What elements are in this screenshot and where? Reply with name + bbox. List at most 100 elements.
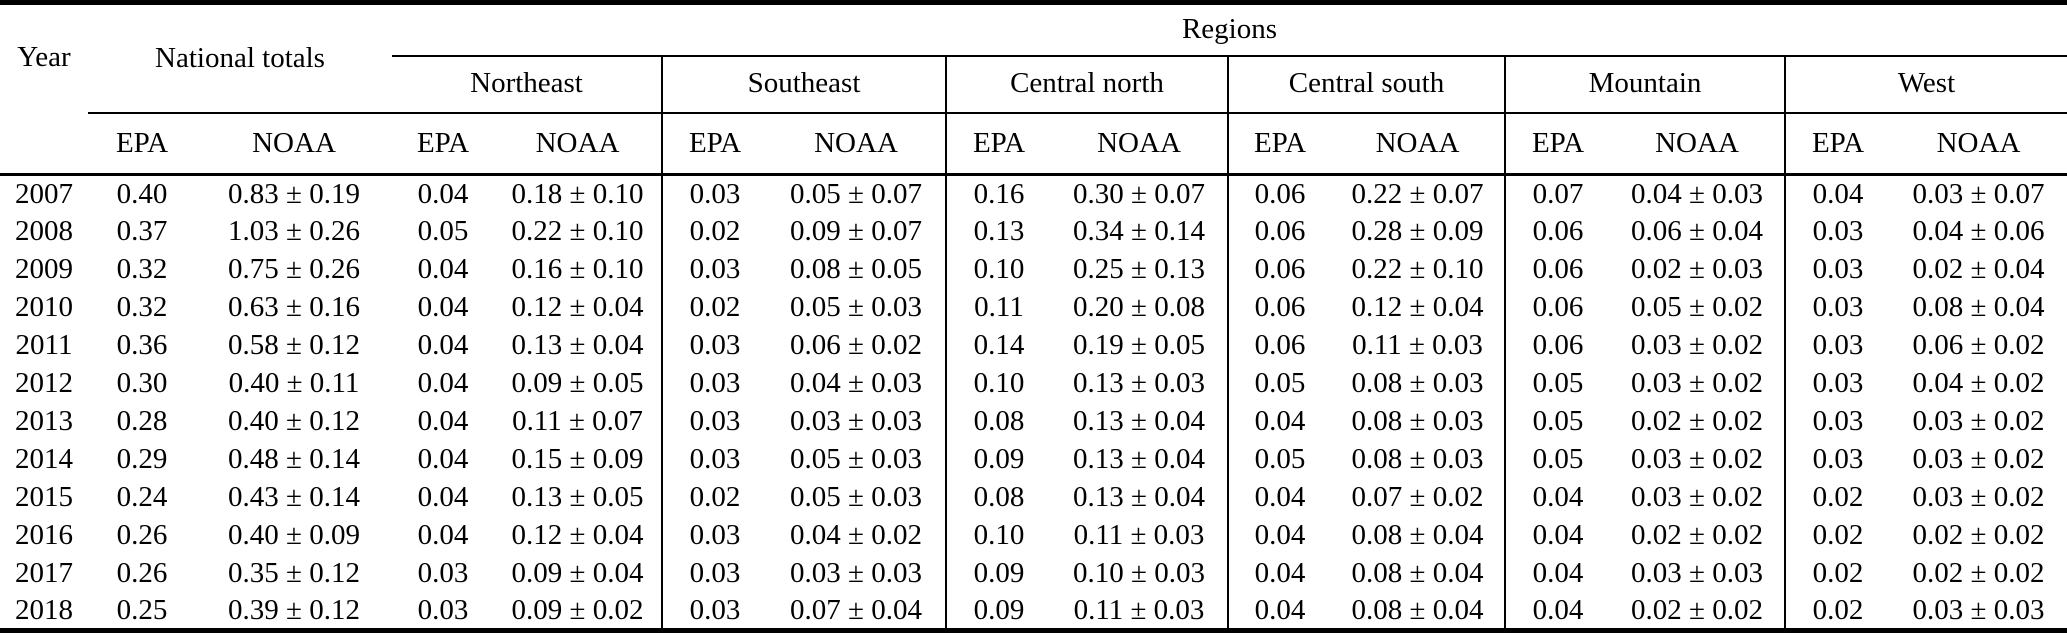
noaa-value-cell: 0.08 ± 0.03	[1351, 366, 1484, 399]
epa-value-cell: 0.30	[116, 366, 168, 399]
year-cell: 2016	[15, 518, 73, 551]
noaa-value-cell: 0.09 ± 0.04	[511, 556, 644, 589]
noaa-value-cell: 0.05 ± 0.03	[790, 290, 922, 323]
noaa-value-cell: 0.03 ± 0.02	[1631, 366, 1763, 399]
epa-value-cell: 0.03	[1784, 326, 1890, 365]
epa-value-cell: 0.02	[1784, 478, 1890, 517]
epa-value-cell: 0.36	[116, 328, 168, 361]
epa-value-cell: 0.07	[1504, 174, 1610, 213]
epa-value-cell: 0.04	[417, 480, 469, 513]
epa-value-cell: 0.04	[417, 328, 469, 361]
epa-value-cell: 0.04	[1227, 402, 1331, 441]
noaa-value-cell: 0.13 ± 0.04	[1073, 442, 1205, 475]
epa-value-cell: 0.08	[945, 402, 1051, 441]
noaa-value-cell: 0.02 ± 0.02	[1631, 593, 1763, 626]
epa-value-cell: 0.02	[661, 478, 767, 517]
noaa-value-cell: 0.11 ± 0.07	[512, 404, 643, 437]
noaa-value-cell: 0.58 ± 0.12	[228, 328, 360, 361]
noaa-value-cell: 0.35 ± 0.12	[228, 556, 360, 589]
source-header-epa: EPA	[88, 112, 196, 176]
noaa-value-cell: 0.03 ± 0.03	[790, 404, 922, 437]
epa-value-cell: 0.03	[417, 593, 469, 626]
table-row: 2008 0.37 1.03 ± 0.26 0.05 0.22 ± 0.10 0.02 0.…	[0, 212, 2067, 251]
noaa-value-cell: 0.09 ± 0.02	[511, 593, 644, 626]
epa-value-cell: 0.02	[1784, 592, 1890, 631]
epa-value-cell: 0.05	[1504, 402, 1610, 441]
noaa-value-cell: 0.04 ± 0.03	[1631, 177, 1763, 210]
noaa-value-cell: 0.16 ± 0.10	[511, 252, 644, 285]
epa-value-cell: 0.04	[417, 252, 469, 285]
year-cell: 2013	[15, 404, 73, 437]
noaa-value-cell: 0.02 ± 0.02	[1912, 518, 2045, 551]
epa-value-cell: 0.03	[1784, 250, 1890, 289]
epa-value-cell: 0.03	[661, 174, 767, 213]
noaa-value-cell: 0.08 ± 0.05	[790, 252, 922, 285]
noaa-value-cell: 0.11 ± 0.03	[1352, 328, 1483, 361]
table-row: 2014 0.29 0.48 ± 0.14 0.04 0.15 ± 0.09 0.03 0.…	[0, 440, 2067, 479]
epa-value-cell: 0.06	[1227, 212, 1331, 251]
noaa-value-cell: 0.08 ± 0.04	[1351, 556, 1484, 589]
noaa-value-cell: 0.04 ± 0.02	[1912, 366, 2045, 399]
epa-value-cell: 0.13	[945, 212, 1051, 251]
source-header-epa: EPA	[945, 112, 1051, 176]
year-cell: 2018	[15, 593, 73, 626]
noaa-value-cell: 0.05 ± 0.03	[790, 480, 922, 513]
noaa-value-cell: 0.12 ± 0.04	[1351, 290, 1484, 323]
table-row: 2010 0.32 0.63 ± 0.16 0.04 0.12 ± 0.04 0.02 0.…	[0, 288, 2067, 327]
epa-value-cell: 0.04	[1504, 592, 1610, 631]
source-header-noaa: NOAA	[1051, 112, 1228, 176]
noaa-value-cell: 0.40 ± 0.11	[228, 366, 360, 399]
noaa-value-cell: 0.75 ± 0.26	[228, 252, 360, 285]
year-cell: 2017	[15, 556, 73, 589]
source-header-epa: EPA	[392, 112, 494, 176]
noaa-value-cell: 0.40 ± 0.12	[228, 404, 360, 437]
epa-value-cell: 0.09	[945, 440, 1051, 479]
noaa-value-cell: 0.40 ± 0.09	[228, 518, 360, 551]
noaa-value-cell: 0.03 ± 0.02	[1912, 404, 2045, 437]
epa-value-cell: 0.02	[661, 212, 767, 251]
noaa-value-cell: 0.03 ± 0.03	[1631, 556, 1763, 589]
epa-value-cell: 0.03	[661, 326, 767, 365]
year-cell: 2007	[15, 177, 73, 210]
source-header-noaa: NOAA	[1890, 112, 2067, 176]
source-header-noaa: NOAA	[196, 112, 392, 176]
region-header-west: West	[1784, 55, 2067, 114]
source-header-epa: EPA	[1504, 112, 1610, 176]
noaa-value-cell: 0.30 ± 0.07	[1073, 177, 1205, 210]
epa-value-cell: 0.10	[945, 364, 1051, 403]
year-cell: 2015	[15, 480, 73, 513]
table-row: 2009 0.32 0.75 ± 0.26 0.04 0.16 ± 0.10 0.03 0.…	[0, 250, 2067, 289]
source-header-epa: EPA	[1784, 112, 1890, 176]
noaa-value-cell: 0.07 ± 0.02	[1351, 480, 1484, 513]
table-body: 2007 0.40 0.83 ± 0.19 0.04 0.18 ± 0.10 0.03 0.…	[0, 174, 2067, 631]
region-header-southeast: Southeast	[661, 55, 946, 114]
noaa-value-cell: 0.05 ± 0.02	[1631, 290, 1763, 323]
epa-value-cell: 0.40	[116, 177, 168, 210]
epa-value-cell: 0.11	[945, 288, 1051, 327]
noaa-value-cell: 0.03 ± 0.02	[1631, 442, 1763, 475]
region-header-central-south: Central south	[1227, 55, 1505, 114]
header-row-groups: Year National totals Regions	[0, 2, 2067, 176]
noaa-value-cell: 0.15 ± 0.09	[511, 442, 644, 475]
epa-value-cell: 0.05	[417, 214, 469, 247]
noaa-value-cell: 0.39 ± 0.12	[228, 593, 360, 626]
epa-value-cell: 0.04	[1784, 174, 1890, 213]
epa-value-cell: 0.02	[1784, 554, 1890, 593]
noaa-value-cell: 0.18 ± 0.10	[511, 177, 644, 210]
epa-value-cell: 0.03	[1784, 288, 1890, 327]
epa-value-cell: 0.03	[661, 592, 767, 631]
noaa-value-cell: 0.06 ± 0.02	[1912, 328, 2045, 361]
national-totals-header: National totals	[88, 2, 392, 114]
source-header-noaa: NOAA	[767, 112, 946, 176]
epa-value-cell: 0.05	[1227, 440, 1331, 479]
noaa-value-cell: 0.03 ± 0.02	[1631, 328, 1763, 361]
noaa-value-cell: 0.02 ± 0.04	[1912, 252, 2045, 285]
source-header-noaa: NOAA	[1331, 112, 1505, 176]
noaa-value-cell: 0.83 ± 0.19	[228, 177, 360, 210]
epa-value-cell: 0.03	[1784, 364, 1890, 403]
header-row-regions: Northeast Southeast Central north Central s…	[0, 55, 2067, 114]
table-row: 2015 0.24 0.43 ± 0.14 0.04 0.13 ± 0.05 0.02 0.…	[0, 478, 2067, 517]
year-cell: 2008	[15, 214, 73, 247]
year-cell: 2009	[15, 252, 73, 285]
